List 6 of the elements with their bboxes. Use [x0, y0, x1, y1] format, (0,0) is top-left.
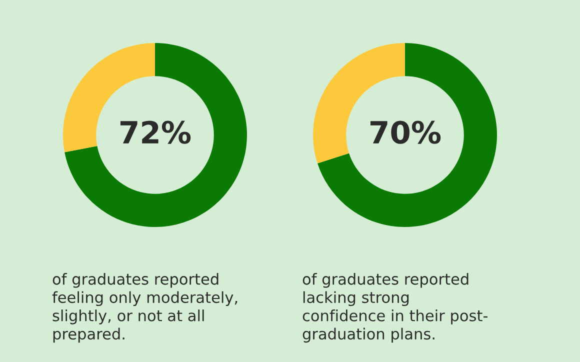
text: of graduates reported feeling only moderately, slightly, or not at all prepared. [52, 273, 238, 343]
text: 70% [370, 120, 441, 144]
text: of graduates reported lacking strong confidence in their post- graduation plans. [302, 273, 488, 343]
text: 72% [120, 120, 191, 144]
donut-slice [64, 43, 247, 227]
donut-slice [318, 43, 497, 227]
